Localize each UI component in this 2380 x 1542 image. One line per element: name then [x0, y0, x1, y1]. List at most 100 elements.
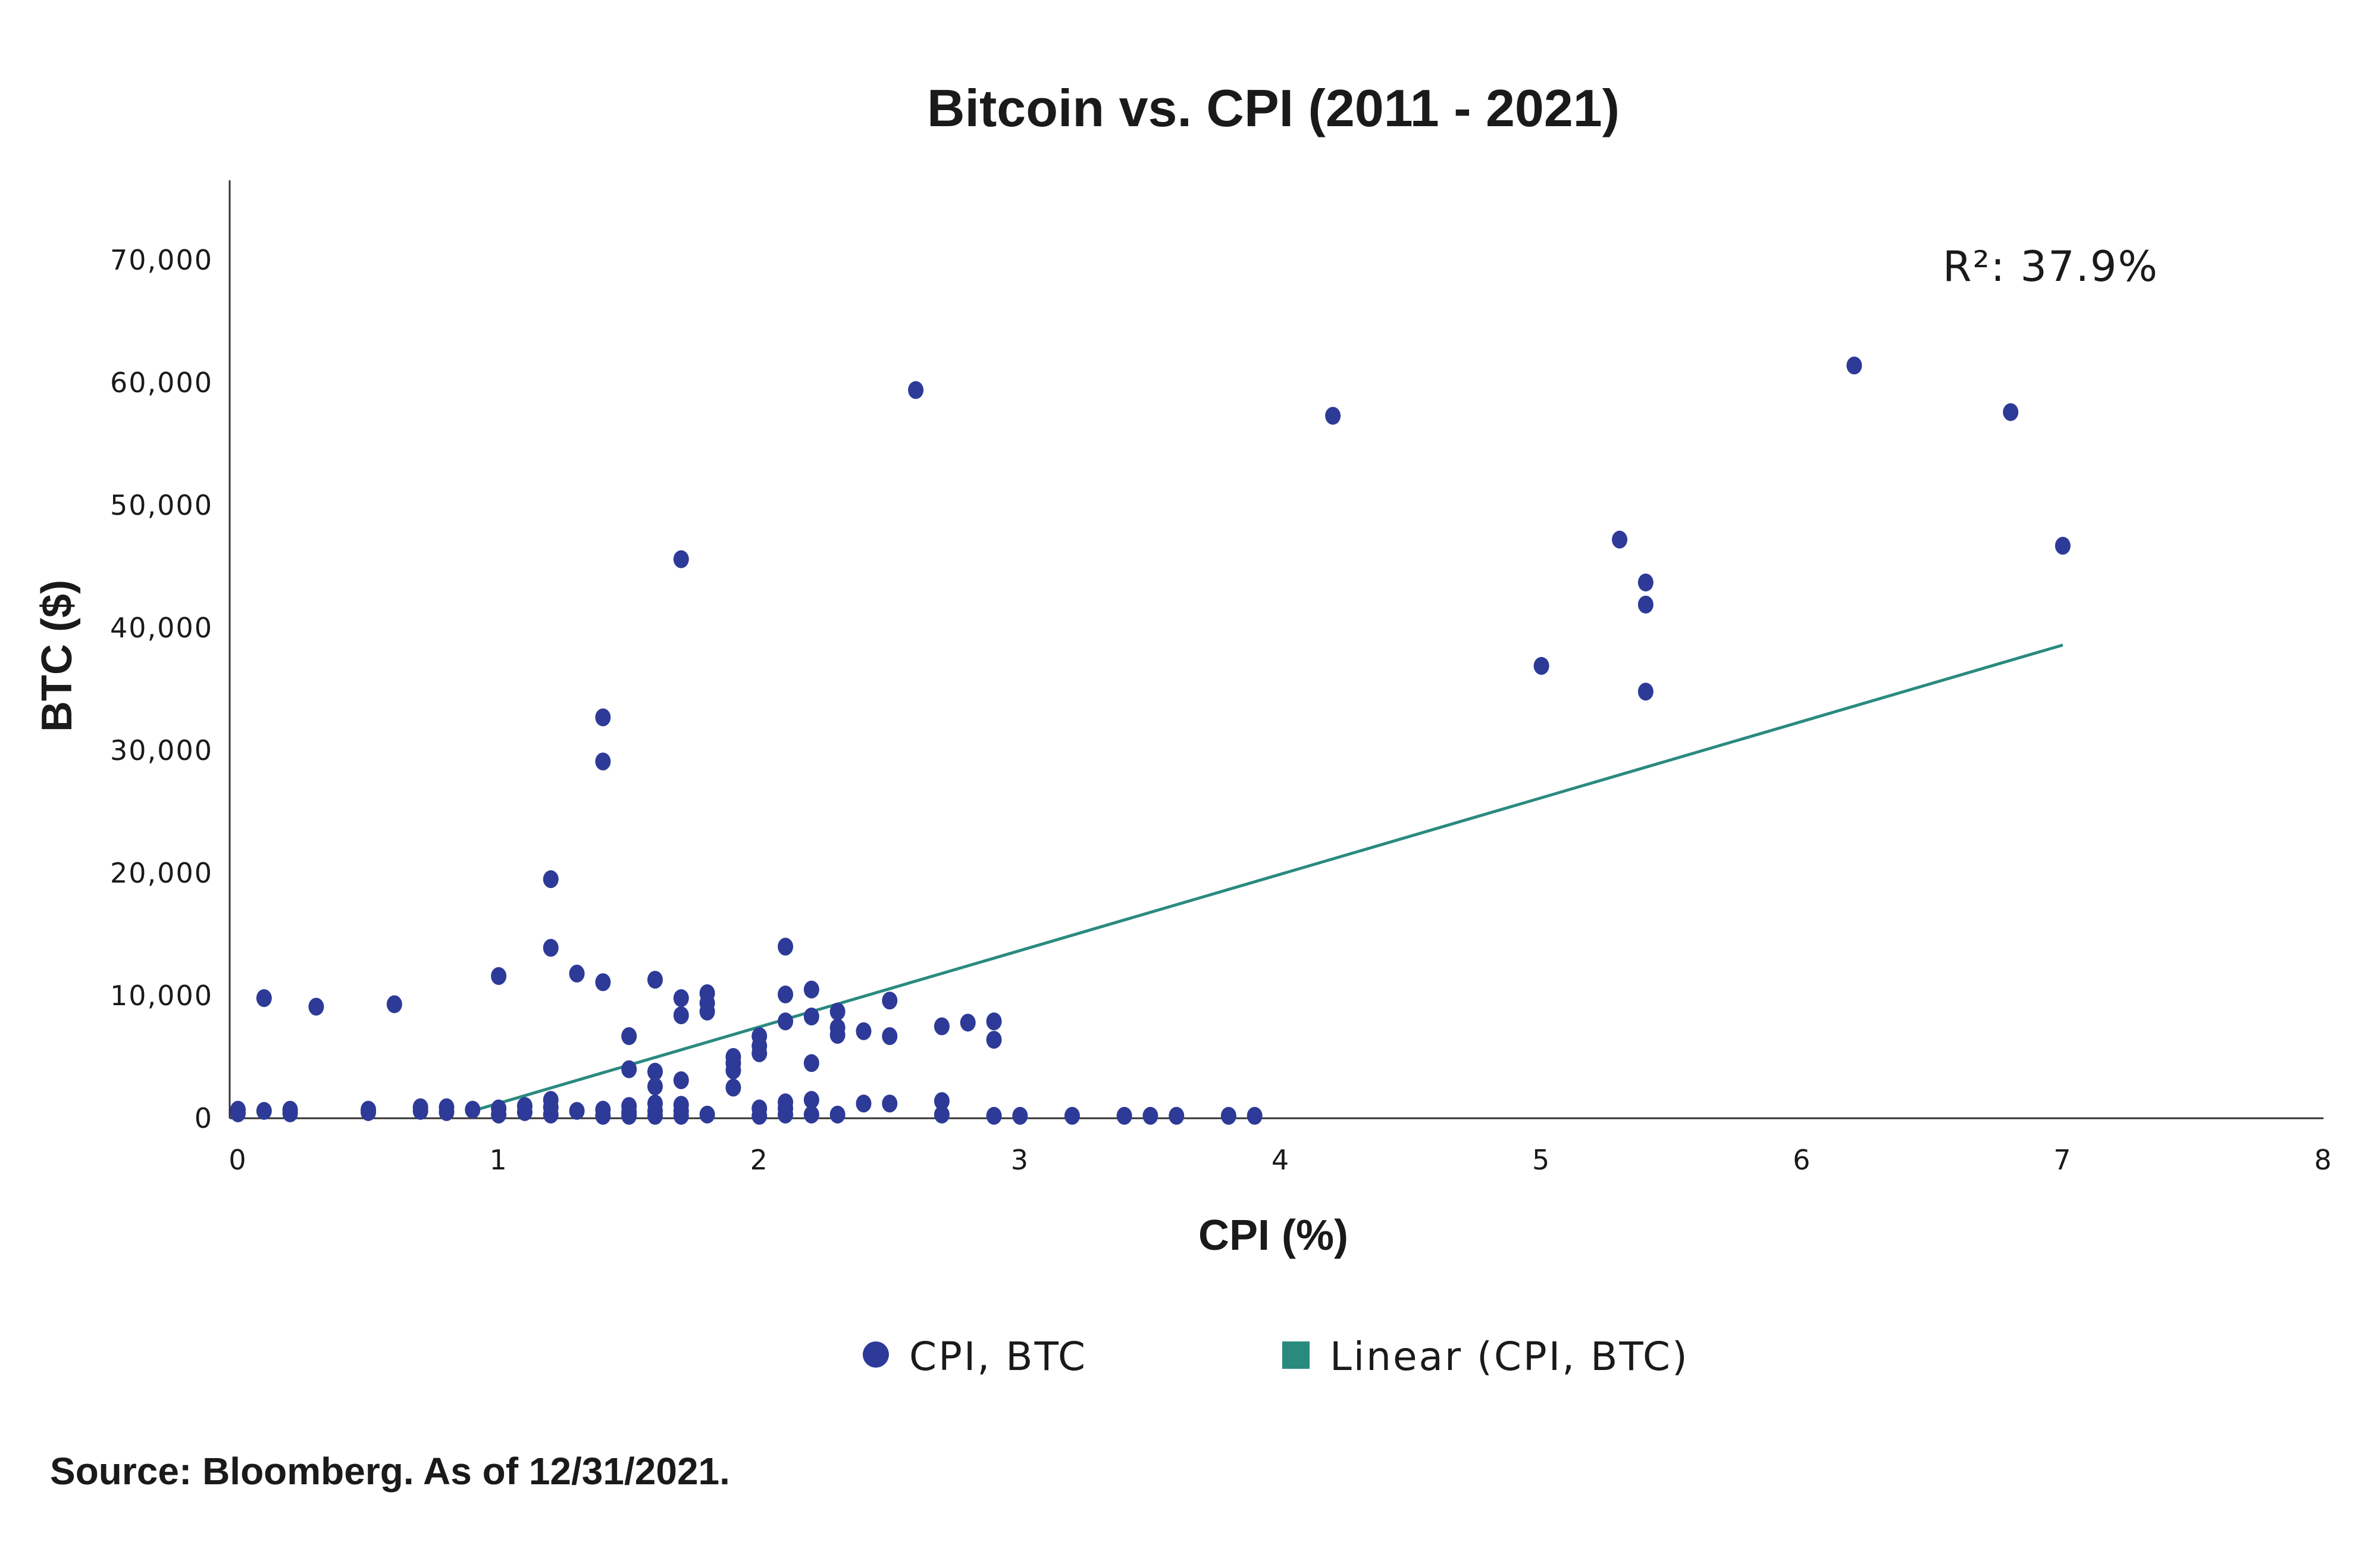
trend-layer — [472, 643, 2063, 1113]
data-point — [778, 937, 794, 956]
data-point — [986, 1031, 1002, 1049]
data-point — [595, 708, 611, 727]
data-point — [1116, 1106, 1132, 1125]
data-point — [621, 1027, 637, 1045]
x-tick-label: 5 — [1532, 1144, 1551, 1176]
data-point — [673, 1096, 689, 1114]
data-point — [621, 1060, 637, 1078]
data-point — [569, 964, 585, 983]
x-tick-label: 7 — [2053, 1144, 2072, 1176]
data-point — [256, 1102, 272, 1120]
y-tick-label: 0 — [195, 1102, 213, 1134]
data-point — [725, 1048, 741, 1066]
data-point — [1846, 356, 1862, 375]
data-point — [647, 1077, 663, 1096]
data-point — [1637, 595, 1654, 614]
data-point — [725, 1078, 741, 1097]
data-point — [386, 995, 402, 1014]
data-point — [829, 1018, 845, 1037]
x-tick-label: 6 — [1793, 1144, 1811, 1176]
y-tick-label: 40,000 — [110, 612, 213, 644]
data-point — [361, 1100, 377, 1119]
y-tick-label: 20,000 — [110, 857, 213, 889]
data-point — [673, 1006, 689, 1024]
data-point — [491, 1099, 507, 1118]
data-point — [1169, 1106, 1185, 1125]
legend: CPI, BTC Linear (CPI, BTC) — [863, 1334, 1689, 1380]
data-point — [595, 752, 611, 771]
legend-label-linear: Linear (CPI, BTC) — [1330, 1334, 1689, 1380]
data-point — [673, 550, 689, 568]
source-note: Source: Bloomberg. As of 12/31/2021. — [50, 1450, 730, 1493]
data-point — [647, 971, 663, 989]
data-point — [803, 980, 819, 999]
y-tick-labels: 0 10,000 20,000 30,000 40,000 50,000 60,000 70,… — [110, 244, 213, 1134]
data-point — [1064, 1106, 1080, 1125]
data-point — [829, 1105, 845, 1124]
data-point — [751, 1099, 768, 1118]
trend-line — [472, 643, 2063, 1113]
x-tick-label: 0 — [228, 1144, 247, 1176]
x-tick-label: 1 — [489, 1144, 508, 1176]
data-point — [934, 1017, 950, 1036]
data-point — [1533, 656, 1549, 675]
data-point — [308, 997, 324, 1016]
data-point — [803, 1008, 819, 1026]
data-point — [412, 1098, 428, 1116]
data-point — [829, 1002, 845, 1021]
y-tick-label: 10,000 — [110, 980, 213, 1012]
data-point — [960, 1014, 976, 1032]
legend-label-scatter: CPI, BTC — [909, 1334, 1087, 1380]
y-tick-label: 70,000 — [110, 244, 213, 276]
data-point — [778, 1093, 794, 1112]
y-tick-label: 30,000 — [110, 734, 213, 767]
data-point — [673, 989, 689, 1008]
data-point — [256, 989, 272, 1008]
data-point — [673, 1071, 689, 1090]
data-point — [543, 939, 559, 957]
data-point — [934, 1105, 950, 1124]
data-point — [516, 1097, 533, 1115]
data-point — [595, 973, 611, 991]
r-squared-annotation: R²: 37.9% — [1943, 242, 2159, 291]
data-point — [543, 1091, 559, 1109]
data-point — [803, 1054, 819, 1072]
legend-marker-scatter — [863, 1341, 889, 1368]
data-point — [856, 1022, 872, 1040]
chart-title: Bitcoin vs. CPI (2011 - 2021) — [927, 79, 1620, 137]
data-point — [882, 1027, 898, 1045]
data-point — [1637, 683, 1654, 701]
data-point — [803, 1105, 819, 1124]
data-point — [751, 1027, 768, 1045]
data-point — [595, 1100, 611, 1119]
data-point — [699, 984, 715, 1002]
data-point — [934, 1092, 950, 1111]
data-point — [647, 1094, 663, 1113]
data-point — [439, 1098, 455, 1116]
data-point — [986, 1012, 1002, 1031]
data-point — [1012, 1106, 1028, 1125]
data-point — [882, 991, 898, 1010]
x-tick-label: 4 — [1272, 1144, 1290, 1176]
x-axis-title: CPI (%) — [1198, 1212, 1348, 1259]
x-tick-label: 3 — [1011, 1144, 1029, 1176]
data-point — [230, 1100, 246, 1119]
data-point — [908, 381, 924, 399]
data-point — [282, 1100, 298, 1119]
data-point — [491, 967, 507, 986]
x-tick-labels: 0 1 2 3 4 5 6 7 8 — [228, 1144, 2332, 1176]
data-point — [2055, 536, 2071, 555]
y-tick-label: 50,000 — [110, 489, 213, 521]
data-point — [778, 985, 794, 1003]
x-tick-label: 8 — [2314, 1144, 2332, 1176]
data-point — [986, 1106, 1002, 1125]
data-point — [1637, 573, 1654, 592]
data-point — [1612, 530, 1628, 549]
data-point — [1142, 1106, 1158, 1125]
y-tick-label: 60,000 — [110, 367, 213, 399]
data-point — [882, 1094, 898, 1113]
data-point — [465, 1100, 481, 1119]
y-axis-title: BTC ($) — [33, 580, 81, 732]
